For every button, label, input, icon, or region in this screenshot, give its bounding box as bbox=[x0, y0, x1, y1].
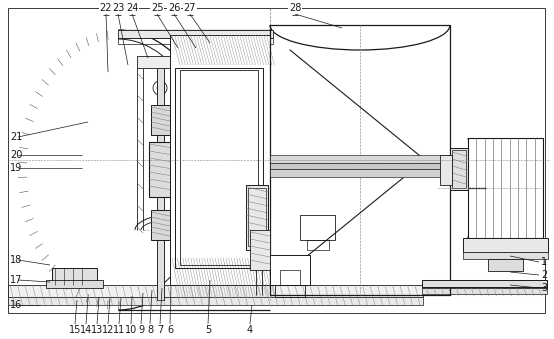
Bar bbox=[422, 280, 547, 287]
Bar bbox=[280, 270, 300, 285]
Text: 12: 12 bbox=[102, 325, 114, 335]
Text: 16: 16 bbox=[10, 300, 22, 310]
Bar bbox=[157, 60, 164, 300]
Text: 6: 6 bbox=[167, 325, 173, 335]
Bar bbox=[8, 297, 423, 305]
Bar bbox=[452, 150, 466, 188]
Text: 22: 22 bbox=[100, 3, 112, 13]
Bar bbox=[250, 230, 270, 270]
Text: 1: 1 bbox=[541, 257, 547, 267]
Text: 2: 2 bbox=[541, 270, 547, 280]
Text: 13: 13 bbox=[91, 325, 103, 335]
Text: 20: 20 bbox=[10, 150, 22, 160]
Text: 15: 15 bbox=[69, 325, 81, 335]
Bar bbox=[307, 240, 329, 250]
Text: 7: 7 bbox=[157, 325, 163, 335]
Bar bbox=[175, 68, 263, 268]
Text: 27: 27 bbox=[184, 3, 196, 13]
Bar bbox=[450, 148, 468, 190]
Circle shape bbox=[237, 127, 243, 133]
Bar bbox=[422, 280, 547, 288]
Bar bbox=[246, 185, 268, 250]
Bar bbox=[118, 30, 273, 38]
Text: 5: 5 bbox=[205, 325, 211, 335]
Bar bbox=[270, 169, 455, 177]
Text: 19: 19 bbox=[10, 163, 22, 173]
Bar bbox=[468, 138, 543, 238]
Text: 9: 9 bbox=[138, 325, 144, 335]
Text: 26: 26 bbox=[168, 3, 180, 13]
Bar bbox=[275, 285, 305, 297]
Bar bbox=[468, 152, 478, 188]
Text: 18: 18 bbox=[10, 255, 22, 265]
Bar bbox=[488, 259, 523, 271]
Bar bbox=[52, 268, 97, 285]
Circle shape bbox=[157, 85, 163, 91]
Bar bbox=[180, 70, 258, 265]
Text: 17: 17 bbox=[10, 275, 22, 285]
Text: 23: 23 bbox=[112, 3, 124, 13]
Text: 14: 14 bbox=[80, 325, 92, 335]
Bar bbox=[300, 215, 335, 240]
Bar bbox=[248, 188, 266, 246]
Bar bbox=[270, 163, 455, 169]
Bar bbox=[478, 155, 486, 185]
Text: 21: 21 bbox=[10, 132, 22, 142]
Bar bbox=[151, 105, 170, 135]
Text: 3: 3 bbox=[541, 283, 547, 293]
Text: 25: 25 bbox=[151, 3, 163, 13]
Bar bbox=[151, 210, 170, 240]
Text: 11: 11 bbox=[113, 325, 125, 335]
Bar bbox=[137, 56, 244, 68]
Text: 24: 24 bbox=[126, 3, 138, 13]
Bar bbox=[46, 280, 103, 288]
Bar bbox=[270, 25, 450, 295]
Bar bbox=[8, 8, 545, 313]
Bar bbox=[270, 255, 310, 285]
Bar bbox=[270, 155, 455, 163]
Text: 28: 28 bbox=[289, 3, 301, 13]
Circle shape bbox=[217, 127, 223, 133]
Bar bbox=[463, 252, 548, 259]
Bar bbox=[8, 285, 423, 297]
Bar bbox=[440, 155, 452, 185]
Text: 10: 10 bbox=[125, 325, 137, 335]
Bar bbox=[149, 142, 173, 197]
Text: 4: 4 bbox=[247, 325, 253, 335]
Text: 8: 8 bbox=[147, 325, 153, 335]
Bar bbox=[463, 238, 548, 252]
Bar bbox=[422, 288, 547, 294]
Bar bbox=[118, 38, 273, 44]
Circle shape bbox=[197, 127, 203, 133]
Bar bbox=[170, 35, 270, 285]
